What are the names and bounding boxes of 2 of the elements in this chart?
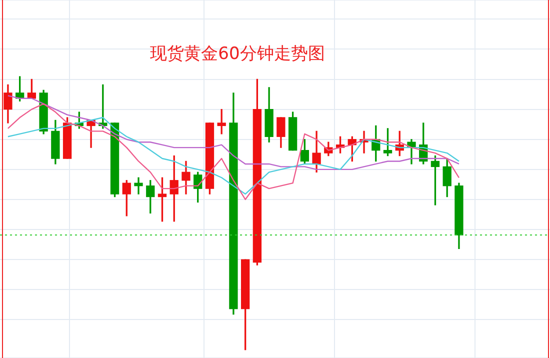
chart-title: 现货黄金60分钟走势图	[149, 43, 326, 65]
candlestick	[134, 177, 143, 194]
